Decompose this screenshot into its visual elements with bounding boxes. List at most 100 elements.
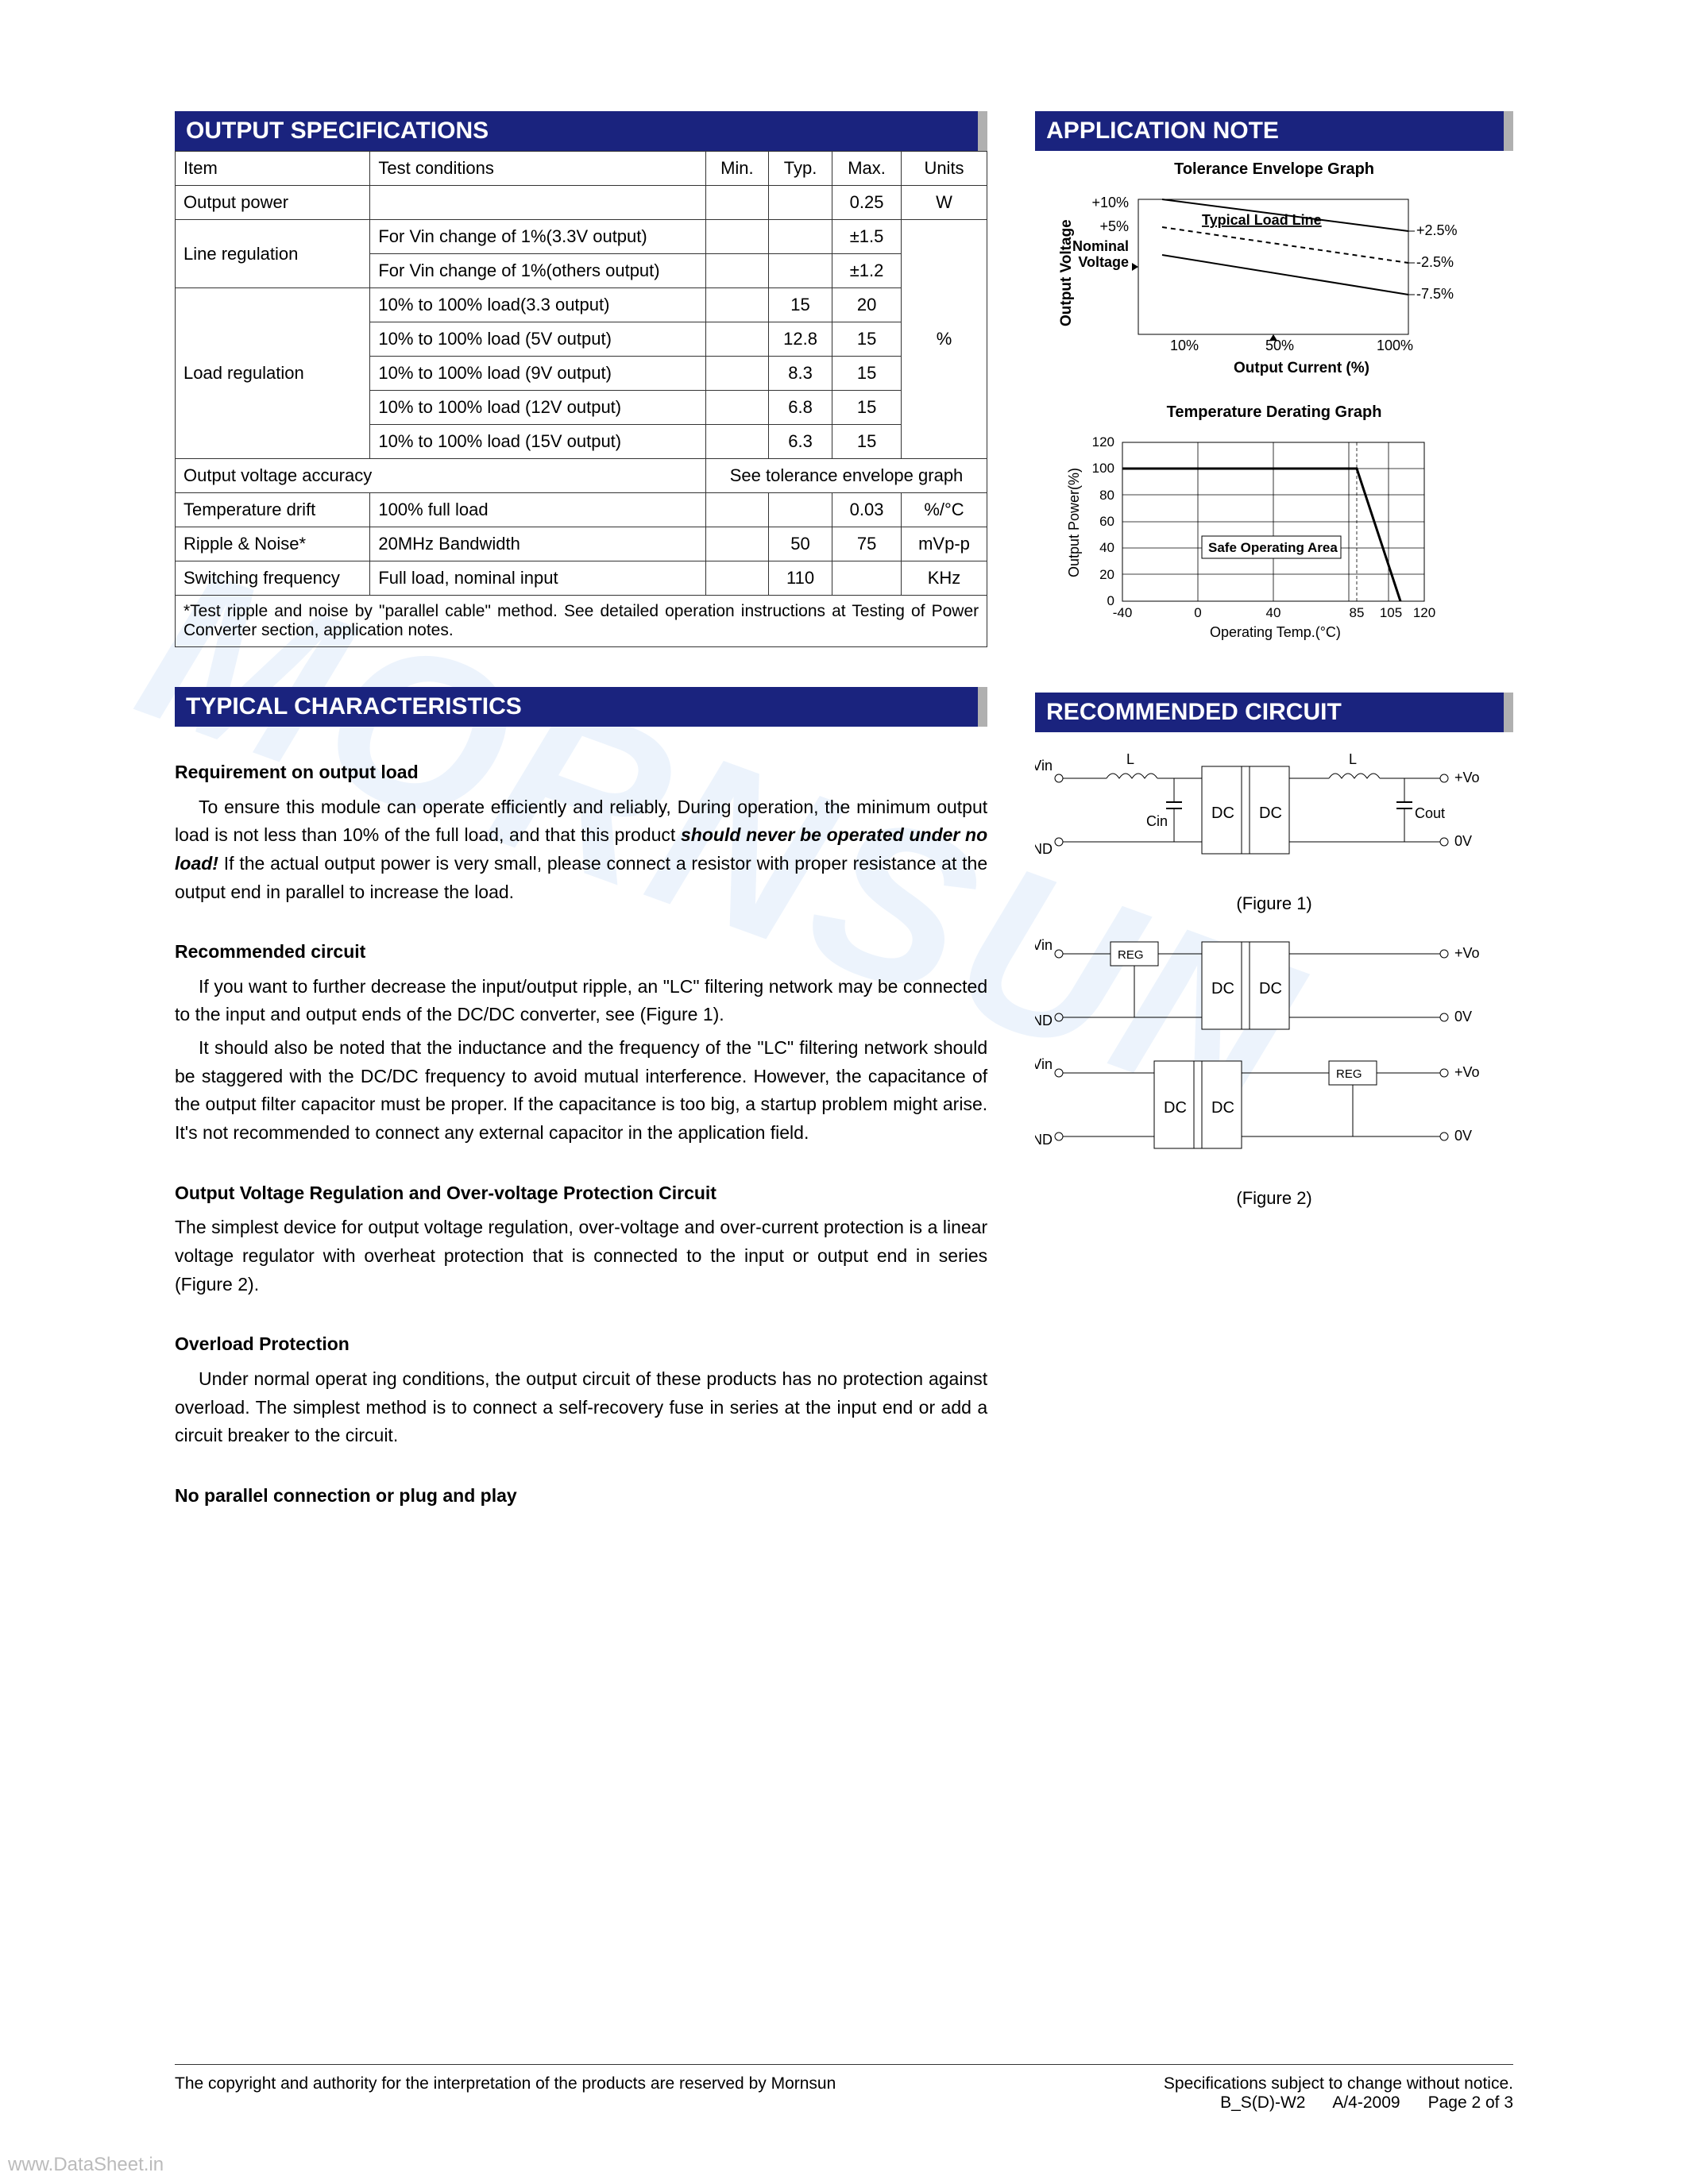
footer-notice: Specifications subject to change without… [1164, 2074, 1513, 2093]
table-cell: 100% full load [370, 493, 706, 527]
table-cell: 20 [832, 288, 902, 322]
svg-text:+2.5%: +2.5% [1416, 222, 1458, 238]
page-footer: The copyright and authority for the inte… [175, 2064, 1513, 2113]
table-cell: Switching frequency [176, 561, 370, 596]
svg-text:0: 0 [1194, 605, 1201, 620]
table-cell: 15 [832, 357, 902, 391]
figure-caption: (Figure 2) [1035, 1188, 1513, 1209]
svg-text:20: 20 [1099, 567, 1114, 582]
subheading-no-parallel: No parallel connection or plug and play [175, 1482, 987, 1511]
col-max: Max. [832, 152, 902, 186]
table-cell [705, 357, 768, 391]
table-cell: 6.8 [768, 391, 832, 425]
svg-text:DC: DC [1259, 805, 1282, 822]
table-cell: For Vin change of 1%(3.3V output) [370, 220, 706, 254]
table-cell: 12.8 [768, 322, 832, 357]
svg-text:+10%: +10% [1092, 195, 1130, 210]
heading-output-spec: OUTPUT SPECIFICATIONS [175, 111, 987, 151]
svg-text:100: 100 [1092, 461, 1114, 476]
svg-text:DC: DC [1259, 980, 1282, 997]
svg-text:100%: 100% [1377, 338, 1413, 353]
table-cell: Full load, nominal input [370, 561, 706, 596]
svg-text:0V: 0V [1454, 833, 1472, 849]
circuit-figure-1: Vin GND L Cin [1035, 747, 1513, 914]
chart-title: Tolerance Envelope Graph [1035, 160, 1513, 179]
svg-text:DC: DC [1211, 1099, 1234, 1117]
table-cell: 75 [832, 527, 902, 561]
svg-text:DC: DC [1211, 980, 1234, 997]
svg-text:60: 60 [1099, 514, 1114, 529]
table-cell [705, 288, 768, 322]
table-cell [705, 561, 768, 596]
svg-text:Vin: Vin [1035, 758, 1053, 774]
col-item: Item [176, 152, 370, 186]
svg-text:+Vo: +Vo [1454, 770, 1480, 785]
table-cell: 15 [768, 288, 832, 322]
svg-text:GND: GND [1035, 1132, 1053, 1148]
svg-text:Operating Temp.(°C): Operating Temp.(°C) [1210, 624, 1341, 640]
table-cell: 8.3 [768, 357, 832, 391]
footer-doc-id: B_S(D)-W2 [1220, 2093, 1305, 2112]
paragraph: It should also be noted that the inducta… [175, 1034, 987, 1148]
table-cell [705, 493, 768, 527]
table-cell: 50 [768, 527, 832, 561]
svg-text:Output Current (%): Output Current (%) [1234, 360, 1369, 376]
table-cell: % [901, 220, 987, 459]
svg-text:0V: 0V [1454, 1009, 1472, 1024]
paragraph: To ensure this module can operate effici… [175, 793, 987, 907]
svg-text:85: 85 [1350, 605, 1365, 620]
table-cell [768, 254, 832, 288]
tolerance-graph: Tolerance Envelope Graph +10% +5% Nomina… [1035, 160, 1513, 394]
col-min: Min. [705, 152, 768, 186]
footer-copyright: The copyright and authority for the inte… [175, 2074, 836, 2113]
table-cell [705, 322, 768, 357]
svg-text:GND: GND [1035, 1013, 1053, 1028]
table-cell: Line regulation [176, 220, 370, 288]
svg-text:Vin: Vin [1035, 937, 1053, 953]
svg-text:L: L [1349, 751, 1357, 767]
svg-text:REG: REG [1118, 948, 1144, 962]
svg-text:Output Power(%): Output Power(%) [1066, 468, 1082, 577]
chart-title: Temperature Derating Graph [1035, 403, 1513, 422]
svg-text:-40: -40 [1113, 605, 1133, 620]
col-typ: Typ. [768, 152, 832, 186]
svg-text:80: 80 [1099, 488, 1114, 503]
svg-text:-7.5%: -7.5% [1416, 286, 1454, 302]
table-cell: 20MHz Bandwidth [370, 527, 706, 561]
col-cond: Test conditions [370, 152, 706, 186]
table-cell: 0.03 [832, 493, 902, 527]
table-cell [705, 391, 768, 425]
table-cell: mVp-p [901, 527, 987, 561]
table-cell: Output voltage accuracy [176, 459, 706, 493]
table-cell: 10% to 100% load (15V output) [370, 425, 706, 459]
svg-text:Nominal: Nominal [1072, 238, 1129, 254]
table-cell: 110 [768, 561, 832, 596]
figure-caption: (Figure 1) [1035, 893, 1513, 914]
svg-text:Output Voltage: Output Voltage [1058, 219, 1075, 326]
table-cell: KHz [901, 561, 987, 596]
table-cell: 10% to 100% load (12V output) [370, 391, 706, 425]
table-cell [768, 186, 832, 220]
heading-typ-char: TYPICAL CHARACTERISTICS [175, 687, 987, 727]
table-cell [832, 561, 902, 596]
table-cell: 10% to 100% load(3.3 output) [370, 288, 706, 322]
table-cell: 15 [832, 322, 902, 357]
output-spec-table: Item Test conditions Min. Typ. Max. Unit… [175, 151, 987, 596]
table-cell: See tolerance envelope graph [705, 459, 987, 493]
table-cell: Load regulation [176, 288, 370, 459]
table-cell [768, 493, 832, 527]
table-cell: Output power [176, 186, 370, 220]
table-cell: For Vin change of 1%(others output) [370, 254, 706, 288]
svg-text:Cout: Cout [1415, 805, 1445, 821]
paragraph: If you want to further decrease the inpu… [175, 973, 987, 1029]
table-cell: 10% to 100% load (9V output) [370, 357, 706, 391]
svg-text:GND: GND [1035, 841, 1053, 857]
col-units: Units [901, 152, 987, 186]
table-cell [705, 425, 768, 459]
table-cell [705, 254, 768, 288]
table-cell: 10% to 100% load (5V output) [370, 322, 706, 357]
svg-text:50%: 50% [1265, 338, 1294, 353]
svg-text:REG: REG [1336, 1067, 1362, 1081]
footer-page-number: Page 2 of 3 [1428, 2093, 1513, 2112]
svg-text:+5%: +5% [1100, 218, 1130, 234]
